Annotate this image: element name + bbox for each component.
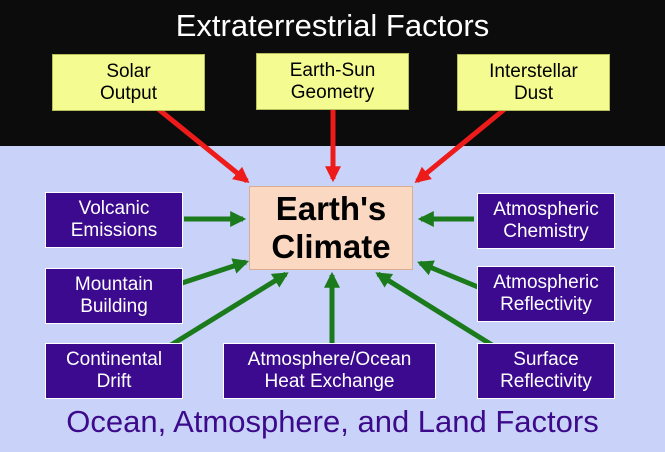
solar-output-label: Solar Output	[99, 60, 158, 104]
arrow-interstellar-dust	[414, 106, 508, 184]
arrow-surface-reflectivity	[375, 271, 502, 353]
surface-reflectivity-box: Surface Reflectivity	[477, 343, 615, 399]
mountain-building-box: Mountain Building	[45, 268, 183, 324]
interstellar-dust-box: Interstellar Dust	[457, 54, 610, 111]
interstellar-dust-label: Interstellar Dust	[489, 60, 578, 104]
earth-sun-geometry-box: Earth-Sun Geometry	[256, 53, 409, 110]
terrestrial-title: Ocean, Atmosphere, and Land Factors	[66, 404, 599, 439]
volcanic-emissions-box: Volcanic Emissions	[45, 192, 183, 248]
earth-sun-geometry-label: Earth-Sun Geometry	[289, 59, 376, 103]
earths-climate-box: Earth's Climate	[249, 186, 413, 270]
solar-output-box: Solar Output	[52, 54, 205, 111]
arrow-mountain-building	[181, 258, 250, 286]
mountain-building-label: Mountain Building	[74, 274, 154, 317]
atmospheric-chemistry-box: Atmospheric Chemistry	[477, 193, 615, 249]
atmospheric-reflectivity-box: Atmospheric Reflectivity	[477, 266, 615, 322]
arrow-atmospheric-reflectivity	[417, 260, 479, 290]
extraterrestrial-title: Extraterrestrial Factors	[175, 8, 490, 43]
arrow-continental-drift	[161, 271, 289, 353]
atmospheric-reflectivity-label: Atmospheric Reflectivity	[493, 272, 599, 315]
continental-drift-label: Continental Drift	[65, 349, 163, 392]
continental-drift-box: Continental Drift	[45, 343, 183, 399]
arrow-solar-output	[155, 106, 250, 184]
volcanic-emissions-label: Volcanic Emissions	[70, 198, 158, 241]
heat-exchange-box: Atmosphere/Ocean Heat Exchange	[223, 343, 436, 399]
earths-climate-label: Earth's Climate	[271, 190, 391, 265]
heat-exchange-label: Atmosphere/Ocean Heat Exchange	[247, 349, 412, 392]
atmospheric-chemistry-label: Atmospheric Chemistry	[493, 199, 599, 242]
surface-reflectivity-label: Surface Reflectivity	[500, 349, 592, 392]
